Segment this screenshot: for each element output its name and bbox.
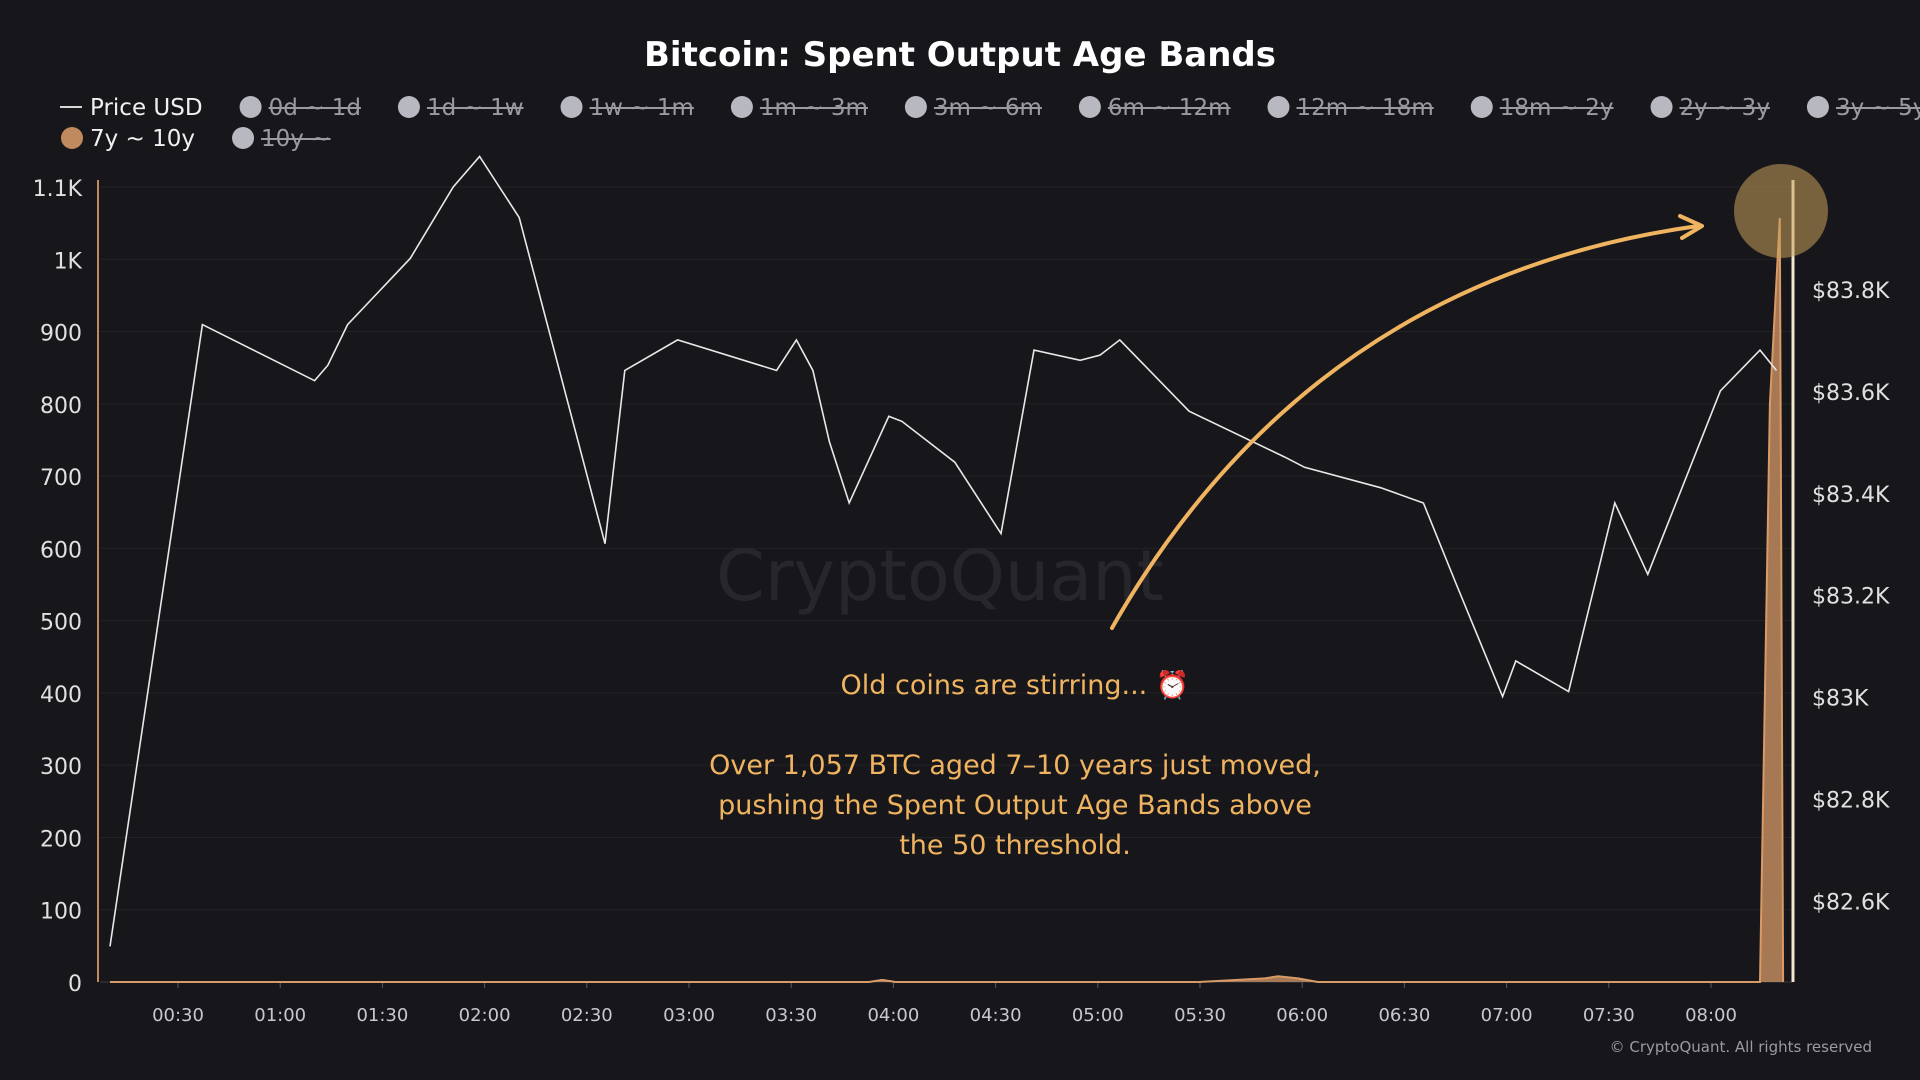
legend-item-label: Price USD <box>90 95 203 121</box>
y-right-tick-label: $83K <box>1812 687 1869 712</box>
x-tick-label: 01:00 <box>254 1005 306 1026</box>
y-left-tick-label: 500 <box>40 611 82 636</box>
x-axis: 00:30 01:00 01:30 02:00 02:30 03:00 03:30 04:00… <box>152 982 1737 1026</box>
y-right-tick-label: $83.8K <box>1812 279 1890 304</box>
y-right-tick-label: $82.8K <box>1812 789 1890 814</box>
annotation: Old coins are stirring... ⏰ Over 1,057 BT… <box>709 214 1704 861</box>
annotation-line: pushing the Spent Output Age Bands above <box>718 790 1312 821</box>
legend-item: 0d ~ 1d <box>239 95 361 121</box>
y-right-tick-label: $83.4K <box>1812 483 1890 508</box>
x-tick-label: 06:00 <box>1276 1005 1328 1026</box>
legend: Price USD 0d ~ 1d 1d ~ 1w 1w ~ 1m 1m ~ 3m 3m … <box>60 95 1920 152</box>
x-tick-label: 05:00 <box>1072 1005 1124 1026</box>
y-axis-right: $83.8K $83.6K $83.4K $83.2K $83K $82.8K $82.6K <box>1812 279 1890 916</box>
y-left-tick-label: 800 <box>40 394 82 419</box>
legend-dot-swatch <box>232 127 255 149</box>
legend-item: 2y ~ 3y <box>1650 95 1770 121</box>
y-left-tick-label: 700 <box>40 466 82 491</box>
x-tick-label: 02:30 <box>561 1005 613 1026</box>
y-left-tick-label: 0 <box>68 972 82 997</box>
legend-item: 10y ~ <box>232 126 331 152</box>
legend-dot-swatch <box>1470 96 1493 118</box>
legend-dot-swatch <box>904 96 927 118</box>
x-tick-label: 05:30 <box>1174 1005 1226 1026</box>
legend-item: Price USD <box>60 95 203 121</box>
legend-item-label: 7y ~ 10y <box>90 126 195 152</box>
x-tick-label: 02:00 <box>459 1005 511 1026</box>
y-right-tick-label: $82.6K <box>1812 890 1890 915</box>
legend-item: 6m ~ 12m <box>1078 95 1231 121</box>
highlight-circle <box>1734 164 1828 258</box>
x-tick-label: 07:30 <box>1583 1005 1635 1026</box>
y-right-tick-label: $83.2K <box>1812 585 1890 610</box>
watermark: CryptoQuant <box>716 535 1164 617</box>
legend-item: 1m ~ 3m <box>730 95 868 121</box>
series-7y-10y-line <box>110 218 1785 983</box>
series-price-line <box>109 155 1778 947</box>
legend-dot-swatch <box>730 96 753 118</box>
y-left-tick-label: 200 <box>40 827 82 852</box>
legend-item: 3m ~ 6m <box>904 95 1042 121</box>
x-tick-label: 00:30 <box>152 1005 204 1026</box>
annotation-line: the 50 threshold. <box>899 830 1131 861</box>
legend-dot-swatch <box>397 96 420 118</box>
legend-item: 7y ~ 10y <box>61 126 195 152</box>
legend-item: 1d ~ 1w <box>397 95 524 121</box>
x-tick-label: 04:00 <box>867 1005 919 1026</box>
annotation-line: Over 1,057 BTC aged 7–10 years just move… <box>709 750 1321 781</box>
chart-title: Bitcoin: Spent Output Age Bands <box>644 35 1276 75</box>
x-tick-label: 04:30 <box>970 1005 1022 1026</box>
y-left-tick-label: 100 <box>40 900 82 925</box>
y-left-tick-label: 600 <box>40 538 82 563</box>
legend-dot-swatch <box>1650 96 1673 118</box>
y-left-tick-label: 300 <box>40 755 82 780</box>
legend-dot-swatch <box>560 96 583 118</box>
y-left-tick-label: 400 <box>40 683 82 708</box>
x-tick-label: 07:00 <box>1481 1005 1533 1026</box>
x-tick-label: 08:00 <box>1685 1005 1737 1026</box>
legend-item: 3y ~ 5y <box>1806 95 1920 121</box>
y-left-tick-label: 1.1K <box>33 177 83 202</box>
y-left-tick-label: 900 <box>40 322 82 347</box>
legend-dot-swatch <box>1267 96 1290 118</box>
x-tick-label: 03:30 <box>765 1005 817 1026</box>
legend-item: 1w ~ 1m <box>560 95 694 121</box>
x-tick-label: 03:00 <box>663 1005 715 1026</box>
legend-dot-swatch <box>1806 96 1829 118</box>
legend-dot-swatch <box>239 96 262 118</box>
y-axis-left: 1.1K 1K 900 800 700 600 500 400 300 200 100 0 <box>33 177 99 997</box>
legend-dot-swatch <box>61 127 83 149</box>
annotation-arrowhead <box>1678 214 1704 240</box>
copyright-footer: © CryptoQuant. All rights reserved <box>1610 1038 1872 1056</box>
x-tick-label: 01:30 <box>356 1005 408 1026</box>
legend-item: 18m ~ 2y <box>1470 95 1614 121</box>
legend-item: 12m ~ 18m <box>1267 95 1434 121</box>
y-left-tick-label: 1K <box>54 249 83 274</box>
legend-dot-swatch <box>1078 96 1101 118</box>
annotation-arrow <box>1110 224 1700 630</box>
y-right-tick-label: $83.6K <box>1812 381 1890 406</box>
annotation-headline: Old coins are stirring... ⏰ <box>841 668 1190 701</box>
series-layer <box>109 155 1828 983</box>
x-tick-label: 06:30 <box>1378 1005 1430 1026</box>
